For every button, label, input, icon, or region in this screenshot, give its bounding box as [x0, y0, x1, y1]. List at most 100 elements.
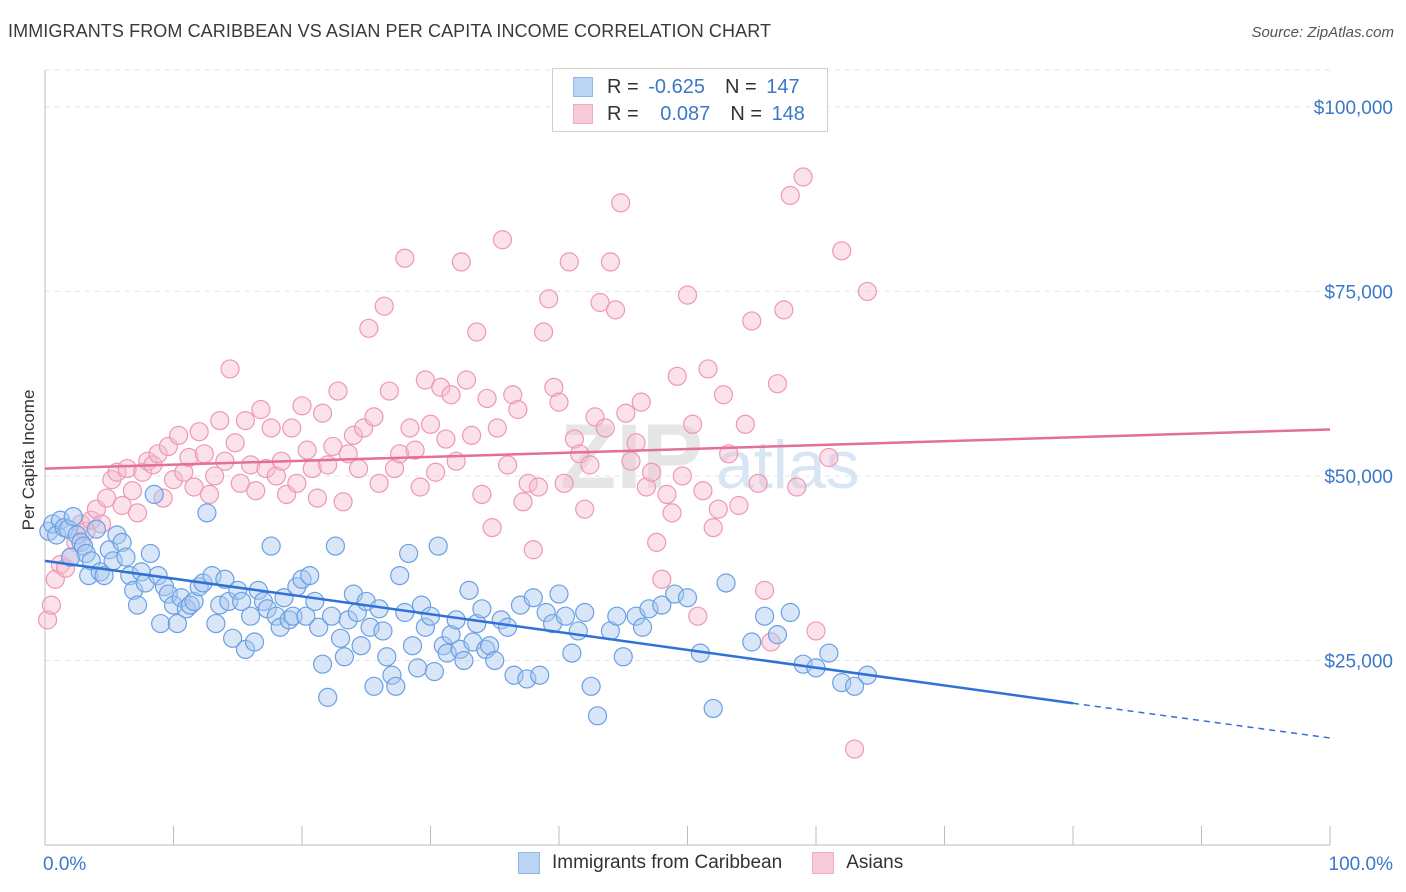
caribbean-point — [382, 665, 402, 685]
asians-point — [677, 285, 698, 305]
caribbean-point — [163, 595, 184, 615]
caribbean-point — [94, 565, 114, 586]
asians-point — [235, 410, 256, 431]
asians-point — [292, 396, 312, 416]
caribbean-point — [639, 599, 659, 619]
asians-point — [117, 458, 137, 479]
asians-point — [127, 503, 148, 523]
caribbean-point — [127, 595, 148, 615]
caribbean-point — [562, 643, 582, 663]
legend-item-caribbean[interactable]: Immigrants from Caribbean — [518, 852, 782, 874]
asians-point — [611, 193, 631, 213]
legend-n-label: N = — [724, 75, 757, 98]
caribbean-point — [158, 584, 178, 604]
asians-point — [688, 606, 708, 626]
caribbean-point — [607, 606, 627, 626]
asians-point — [426, 462, 446, 482]
asians-point — [672, 466, 692, 486]
caribbean-point — [485, 650, 505, 671]
asians-point — [787, 477, 807, 497]
caribbean-point — [399, 543, 419, 564]
legend-swatch-asians — [812, 852, 835, 874]
caribbean-point — [176, 599, 196, 619]
asians-trend-line — [44, 428, 1331, 470]
asians-point — [163, 470, 184, 490]
asians-point — [533, 322, 554, 342]
asians-point — [774, 300, 794, 320]
asians-point — [754, 580, 775, 600]
asians-point — [266, 466, 286, 486]
caribbean-point — [184, 591, 204, 612]
caribbean-point — [428, 536, 448, 556]
caribbean-point — [402, 636, 423, 656]
caribbean-point — [504, 665, 524, 685]
asians-point — [780, 185, 800, 206]
asians-point — [282, 418, 302, 438]
asians-point — [641, 462, 662, 482]
asians-point — [184, 477, 204, 497]
caribbean-point — [549, 584, 569, 604]
asians-point — [554, 473, 574, 493]
asians-point — [793, 167, 813, 187]
caribbean-point — [459, 580, 479, 600]
asians-point — [523, 540, 543, 560]
asians-point — [503, 385, 523, 405]
asians-point — [122, 481, 142, 501]
y-tick-label: $100,000 — [1314, 98, 1393, 119]
caribbean-trend-line — [44, 559, 1074, 705]
asians-point — [451, 252, 471, 272]
caribbean-point — [703, 698, 723, 719]
asians-point — [544, 377, 564, 397]
asians-point — [549, 392, 569, 412]
asians-point — [662, 503, 682, 523]
asians-point — [148, 444, 168, 464]
legend-r-label: R = — [607, 75, 639, 98]
y-tick-label: $75,000 — [1324, 282, 1393, 303]
legend-item-asians[interactable]: Asians — [812, 852, 903, 874]
caribbean-point — [334, 647, 355, 667]
asians-point — [605, 300, 626, 320]
asians-point — [225, 433, 245, 453]
asians-point — [312, 403, 333, 423]
asians-point — [307, 488, 328, 508]
asians-point — [384, 458, 405, 479]
legend-r-label: R = — [607, 102, 639, 125]
caribbean-point — [124, 580, 144, 600]
caribbean-point — [742, 632, 762, 652]
legend-row-caribbean: R = -0.625 N = 147 — [573, 75, 800, 99]
asians-point — [580, 455, 600, 475]
caribbean-point — [480, 636, 500, 656]
asians-point — [621, 451, 641, 471]
caribbean-point — [61, 547, 81, 567]
caribbean-point — [364, 676, 384, 696]
caribbean-point — [305, 591, 325, 612]
asians-point — [415, 370, 435, 390]
y-tick-label: $50,000 — [1324, 467, 1393, 488]
caribbean-point — [312, 654, 333, 674]
asians-point — [844, 739, 865, 759]
asians-point — [616, 403, 636, 423]
asians-point — [189, 422, 209, 442]
caribbean-point — [613, 647, 633, 667]
caribbean-point — [309, 617, 329, 637]
asians-point — [508, 399, 528, 420]
caribbean-point — [632, 617, 653, 637]
caribbean-point — [767, 625, 788, 645]
asians-point — [256, 458, 276, 479]
caribbean-point — [266, 606, 286, 626]
chart-title: IMMIGRANTS FROM CARIBBEAN VS ASIAN PER C… — [8, 21, 772, 41]
caribbean-point — [232, 591, 252, 612]
caribbean-point — [472, 599, 492, 619]
caribbean-point — [575, 602, 595, 623]
asians-point — [261, 418, 281, 438]
asians-point — [472, 484, 492, 505]
caribbean-point — [63, 506, 83, 527]
asians-point — [420, 414, 441, 434]
asians-point — [657, 484, 677, 505]
caribbean-point — [716, 573, 736, 593]
axes — [44, 70, 1331, 846]
asians-point — [708, 499, 728, 519]
asians-point — [575, 499, 595, 519]
legend-label-caribbean: Immigrants from Caribbean — [552, 852, 783, 873]
